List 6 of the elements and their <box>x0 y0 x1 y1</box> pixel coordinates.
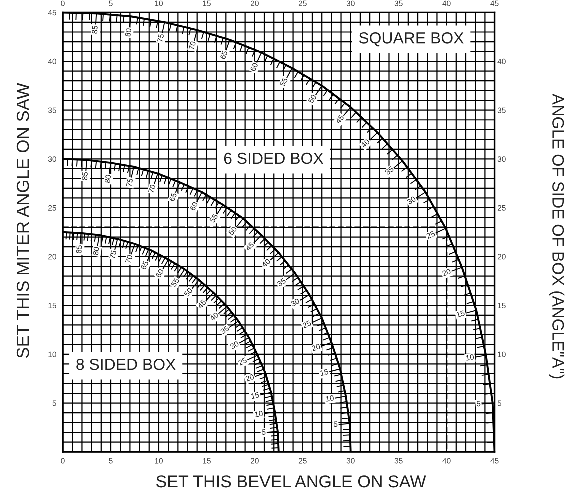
x-axis-title: SET THIS BEVEL ANGLE ON SAW <box>156 476 426 488</box>
text: 8 SIDED BOX <box>76 358 176 370</box>
y2-axis-title: ANGLE OF SIDE OF BOX (ANGLE"A") <box>549 94 565 379</box>
text: 6 SIDED BOX <box>224 152 324 164</box>
text: SQUARE BOX <box>359 32 464 47</box>
y-axis-title: SET THIS MITER ANGLE ON SAW <box>16 83 30 358</box>
